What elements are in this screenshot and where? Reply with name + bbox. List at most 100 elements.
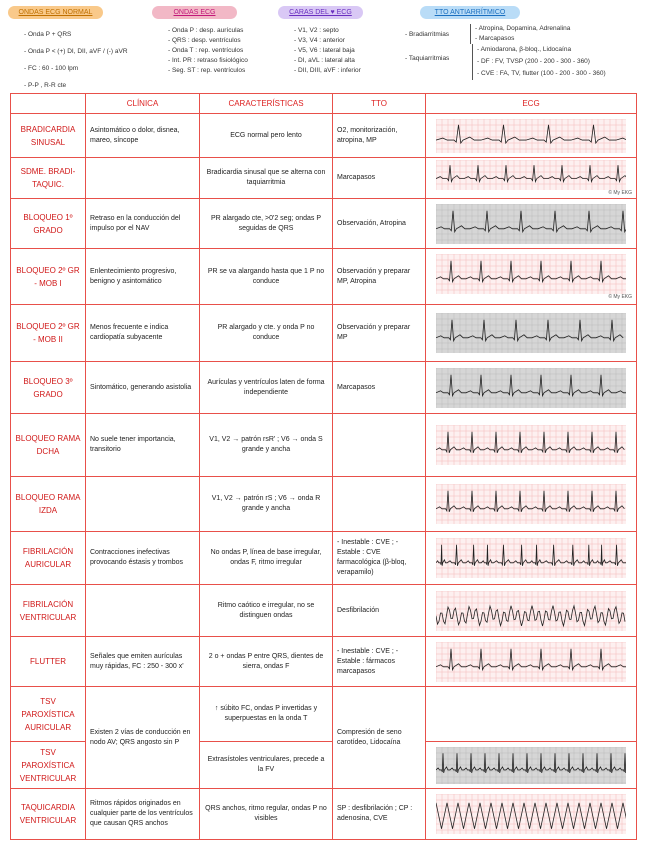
table-row: FIBRILACIÓN AURICULAR Contracciones inefe… [10,531,637,585]
row-name: FIBRILACIÓN VENTRICULAR [10,584,86,637]
clinica-cell: Ritmos rápidos originados en cualquier p… [85,788,200,840]
row-name: BRADICARDIA SINUSAL [10,113,86,158]
ecg-trace [436,260,626,283]
table-row: BRADICARDIA SINUSAL Asintomático o dolor,… [10,113,637,158]
row-name: FIBRILACIÓN AURICULAR [10,531,86,585]
ecg-cell [425,476,637,532]
caracteristicas-cell: V1, V2 → patrón rsR' ; V6 → onda S grand… [199,413,333,477]
list-item: - V3, V4 : anterior [294,37,345,44]
row-name: TSV PAROXÍSTICA VENTRICULAR [10,741,86,789]
row-name: TAQUICARDIA VENTRICULAR [10,788,86,840]
list-item: - Seg. ST : rep. ventrículos [168,67,246,74]
ecg-credit: © My EKG [608,190,632,196]
ecg-strip-b3 [436,367,626,408]
clinica-cell: Asintomático o dolor, disnea, mareo, sín… [85,113,200,158]
ecg-cell: © My EKG [425,157,637,199]
ecg-strip-b1 [436,203,626,244]
list-item: - Int. PR : retraso fisiológico [168,57,248,64]
clinica-cell: Señales que emiten aurículas muy rápidas… [85,636,200,687]
table-row: BLOQUEO 1º GRADO Retraso en la conducción… [10,198,637,249]
column-header: ECG [425,93,637,114]
row-name: BLOQUEO 2º GR - MOB I [10,248,86,305]
row-name: BLOQUEO RAMA DCHA [10,413,86,477]
list-item: - Atropina, Dopamina, Adrenalina [475,25,571,32]
clinica-cell [85,157,200,199]
list-item: - QRS : desp. ventrículos [168,37,241,44]
ecg-trace [436,802,626,829]
tto-cell [332,476,426,532]
list-item: - DF : FV, TVSP (200 - 200 - 300 - 360) [477,58,590,65]
row-name: FLUTTER [10,636,86,687]
ecg-trace [436,603,626,627]
ecg-strip-brd [436,425,626,465]
ecg-trace [436,752,626,773]
ecg-strip-bt [436,160,626,190]
ecg-trace [436,648,626,671]
list-item: - Onda T : rep. ventrículos [168,47,244,54]
caracteristicas-cell: Bradicardia sinusal que se alterna con t… [199,157,333,199]
ecg-trace [436,319,624,343]
ecg-cell [425,413,637,477]
tto-cell: - Inestable : CVE ; - Estable : fármacos… [332,636,426,687]
ecg-strip-tv [436,794,626,834]
ecg-trace [436,431,625,454]
table-row: TAQUICARDIA VENTRICULAR Ritmos rápidos or… [10,788,637,840]
ecg-strip-fl [436,641,626,682]
caracteristicas-cell: PR se va alargando hasta que 1 P no cond… [199,248,333,305]
list-item: - DII, DIII, aVF : inferior [294,67,361,74]
section-title-caras: CARAS DEL ♥ ECG [278,6,363,19]
ecg-strip-brady [436,118,626,153]
row-name: SDME. BRADI-TAQUIC. [10,157,86,199]
clinica-cell: Retraso en la conducción del impulso por… [85,198,200,249]
ecg-strip-fv [436,590,626,631]
row-name: BLOQUEO 3º GRADO [10,361,86,414]
table-row: SDME. BRADI-TAQUIC. Bradicardia sinusal q… [10,157,637,199]
ecg-cell: © My EKG [425,248,637,305]
taqui-list: - Amiodarona, β-bloq., Lidocaína - DF : F… [472,44,606,80]
clinica-cell [85,476,200,532]
clinica-cell: Enlentecimiento progresivo, benigno y as… [85,248,200,305]
tto-cell: O2, monitorización, atropina, MP [332,113,426,158]
table-row: FIBRILACIÓN VENTRICULAR Ritmo caótico e i… [10,584,637,637]
ecg-trace [436,374,626,397]
ecg-summary-table: CLÍNICA CARACTERÍSTICAS TTO ECG BRADICARDIA… [10,93,637,840]
ecg-cell [425,686,637,742]
list-item: - Onda P < (+) DI, DII, aVF / (-) aVR [24,48,128,55]
ecg-cell [425,361,637,414]
ecg-trace [436,490,625,513]
section-list-caras: - V1, V2 : septo - V3, V4 : anterior - V5,… [294,26,361,76]
caracteristicas-cell: Aurículas y ventrículos laten de forma i… [199,361,333,414]
list-item: - Amiodarona, β-bloq., Lidocaína [477,46,572,53]
ecg-cell [425,788,637,840]
ecg-strip-bri [436,484,626,524]
table-row: BLOQUEO RAMA IZDA V1, V2 → patrón rS ; V6… [10,476,637,532]
tto-cell: SP : desfibrilación ; CP : adenosina, CV… [332,788,426,840]
brady-label: - Bradiarritmias [405,31,450,38]
section-title-tto: TTO ANTIARRÍTMICO [420,6,520,19]
clinica-cell [85,584,200,637]
ecg-trace [436,210,626,233]
clinica-cell: Sintomático, generando asistolia [85,361,200,414]
caracteristicas-cell: 2 o + ondas P entre QRS, dientes de sier… [199,636,333,687]
section-list-normal: - Onda P + QRS - Onda P < (+) DI, DII, aV… [24,26,128,94]
caracteristicas-cell: PR alargado y cte. y onda P no conduce [199,304,333,362]
caracteristicas-cell: No ondas P, línea de base irregular, ond… [199,531,333,585]
tto-cell [332,413,426,477]
tto-cell: Observación y preparar MP, Atropina [332,248,426,305]
list-item: - DI, aVL : lateral alta [294,57,355,64]
column-header: CLÍNICA [85,93,200,114]
caracteristicas-cell: ↑ súbito FC, ondas P invertidas y superp… [199,686,333,742]
row-name: BLOQUEO RAMA IZDA [10,476,86,532]
caracteristicas-cell: QRS anchos, ritmo regular, ondas P no vi… [199,788,333,840]
ecg-trace [436,165,626,184]
list-item: - V5, V6 : lateral baja [294,47,355,54]
list-item: - Marcapasos [475,35,515,42]
ecg-cell [425,198,637,249]
caracteristicas-cell: Ritmo caótico e irregular, no se disting… [199,584,333,637]
list-item: - Onda P + QRS [24,31,72,38]
brady-list: - Atropina, Dopamina, Adrenalina - Marcap… [470,24,570,44]
tto-cell: Compresión de seno carotídeo, Lidocaína [332,686,426,789]
column-header: TTO [332,93,426,114]
list-item: - FC : 60 - 100 lpm [24,65,79,72]
ecg-strip-m1 [436,253,626,294]
